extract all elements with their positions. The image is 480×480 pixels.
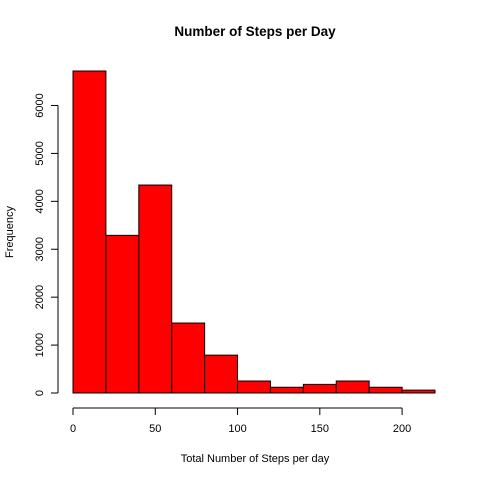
histogram-bar	[72, 70, 107, 394]
y-axis: 0 1000 2000 3000 4000 5000 6000	[34, 93, 59, 396]
histogram-bar	[204, 354, 239, 394]
y-tick-label: 3000	[34, 237, 46, 261]
histogram-bar	[269, 386, 304, 394]
histogram-bar	[302, 383, 337, 394]
x-tick-label: 50	[149, 423, 161, 435]
y-tick-label: 6000	[34, 93, 46, 117]
histogram-bar	[171, 322, 206, 394]
y-axis-label: Frequency	[4, 206, 16, 258]
y-tick-label: 2000	[34, 285, 46, 309]
x-tick-label: 0	[70, 423, 76, 435]
bars-group	[72, 70, 436, 394]
y-tick-label: 0	[34, 390, 46, 396]
x-tick-label: 200	[393, 423, 411, 435]
y-tick-label: 1000	[34, 333, 46, 357]
x-axis-label: Total Number of Steps per day	[181, 453, 330, 465]
x-tick-label: 100	[228, 423, 246, 435]
histogram-bar	[368, 386, 403, 394]
histogram-bar	[138, 184, 173, 394]
chart-title: Number of Steps per Day	[174, 24, 336, 39]
histogram-bar	[335, 380, 370, 394]
x-axis: 0 50 100 150 200	[70, 407, 411, 435]
histogram-bar	[401, 389, 436, 394]
histogram-bar	[237, 380, 271, 394]
y-tick-label: 4000	[34, 189, 46, 213]
histogram-bar	[105, 234, 140, 394]
x-tick-label: 150	[311, 423, 329, 435]
y-tick-label: 5000	[34, 141, 46, 165]
